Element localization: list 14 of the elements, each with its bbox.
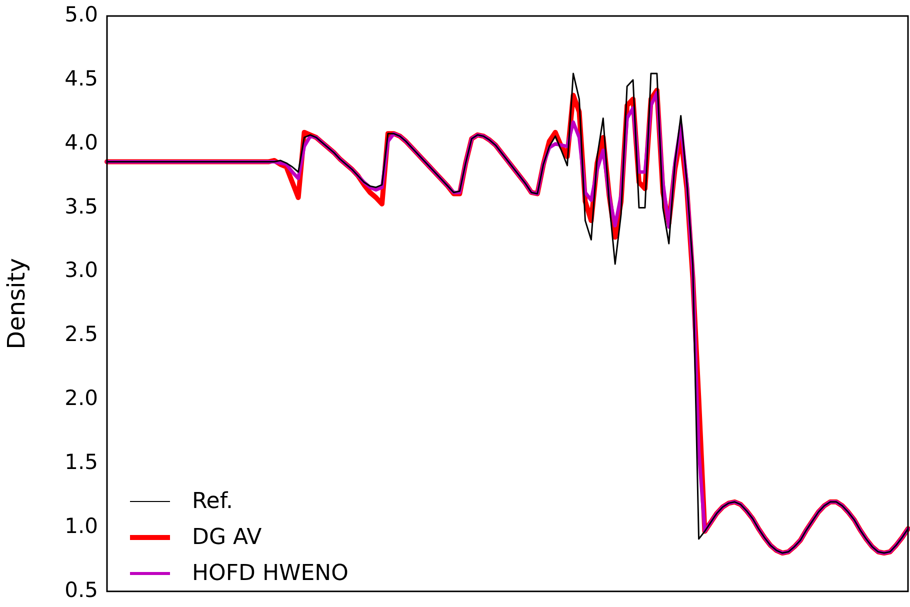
- y-tick-label: 5.0: [64, 2, 98, 26]
- y-tick-label: 1.0: [64, 514, 98, 538]
- y-axis-title: Density: [2, 258, 31, 350]
- legend-label: Ref.: [192, 488, 233, 514]
- legend-label: DG AV: [192, 524, 262, 550]
- y-tick-label: 4.0: [64, 130, 98, 154]
- y-tick-label: 4.5: [64, 66, 98, 90]
- y-tick-label: 2.5: [64, 322, 98, 346]
- y-tick-label: 3.5: [64, 194, 98, 218]
- y-tick-label: 1.5: [64, 450, 98, 474]
- y-tick-label: 0.5: [64, 578, 98, 602]
- y-tick-label: 3.0: [64, 258, 98, 282]
- y-tick-label: 2.0: [64, 386, 98, 410]
- legend-label: HOFD HWENO: [192, 560, 348, 586]
